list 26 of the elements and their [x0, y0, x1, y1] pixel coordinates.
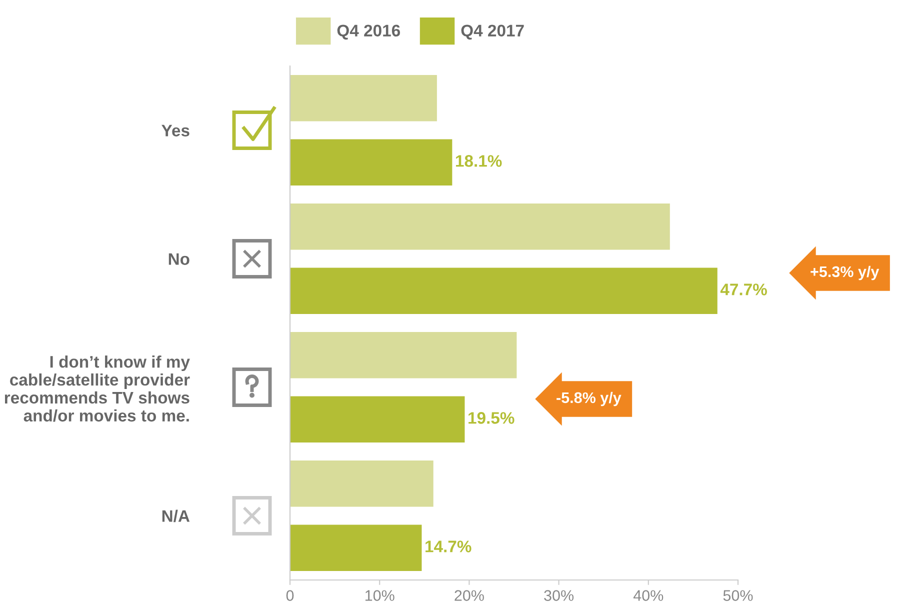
data-label: 14.7% — [426, 540, 472, 552]
x-tick-label: 10% — [365, 590, 394, 601]
bar — [290, 332, 517, 378]
bar — [290, 524, 422, 572]
x-tick-label: 40% — [633, 590, 664, 601]
bar — [290, 460, 434, 507]
data-label: 19.5% — [468, 412, 514, 424]
data-label: 47.7% — [720, 284, 767, 296]
bar — [290, 268, 718, 314]
y-tick-label: I don’t know if my cable/satellite provider recommends TV shows and/or movies to me. — [4, 355, 190, 422]
legend-label: Q4 2017 — [461, 24, 524, 40]
y-tick-label: No — [168, 253, 190, 265]
x-tick-label: 50% — [723, 590, 753, 601]
y-tick-label: N/A — [162, 510, 190, 522]
legend-label: Q4 2016 — [337, 24, 400, 40]
bar — [290, 74, 437, 122]
text: +5.3% y/y — [810, 266, 880, 280]
bar — [290, 396, 465, 443]
x-tick-label: 30% — [544, 590, 574, 601]
annotation: -5.8% y/y — [556, 392, 622, 406]
x-tick-label: 20% — [454, 590, 484, 601]
bar — [290, 139, 452, 186]
data-label: 18.1% — [456, 155, 502, 167]
y-tick-label: Yes — [162, 124, 190, 136]
x-tick-label: 0 — [286, 590, 294, 601]
bar — [290, 203, 670, 250]
